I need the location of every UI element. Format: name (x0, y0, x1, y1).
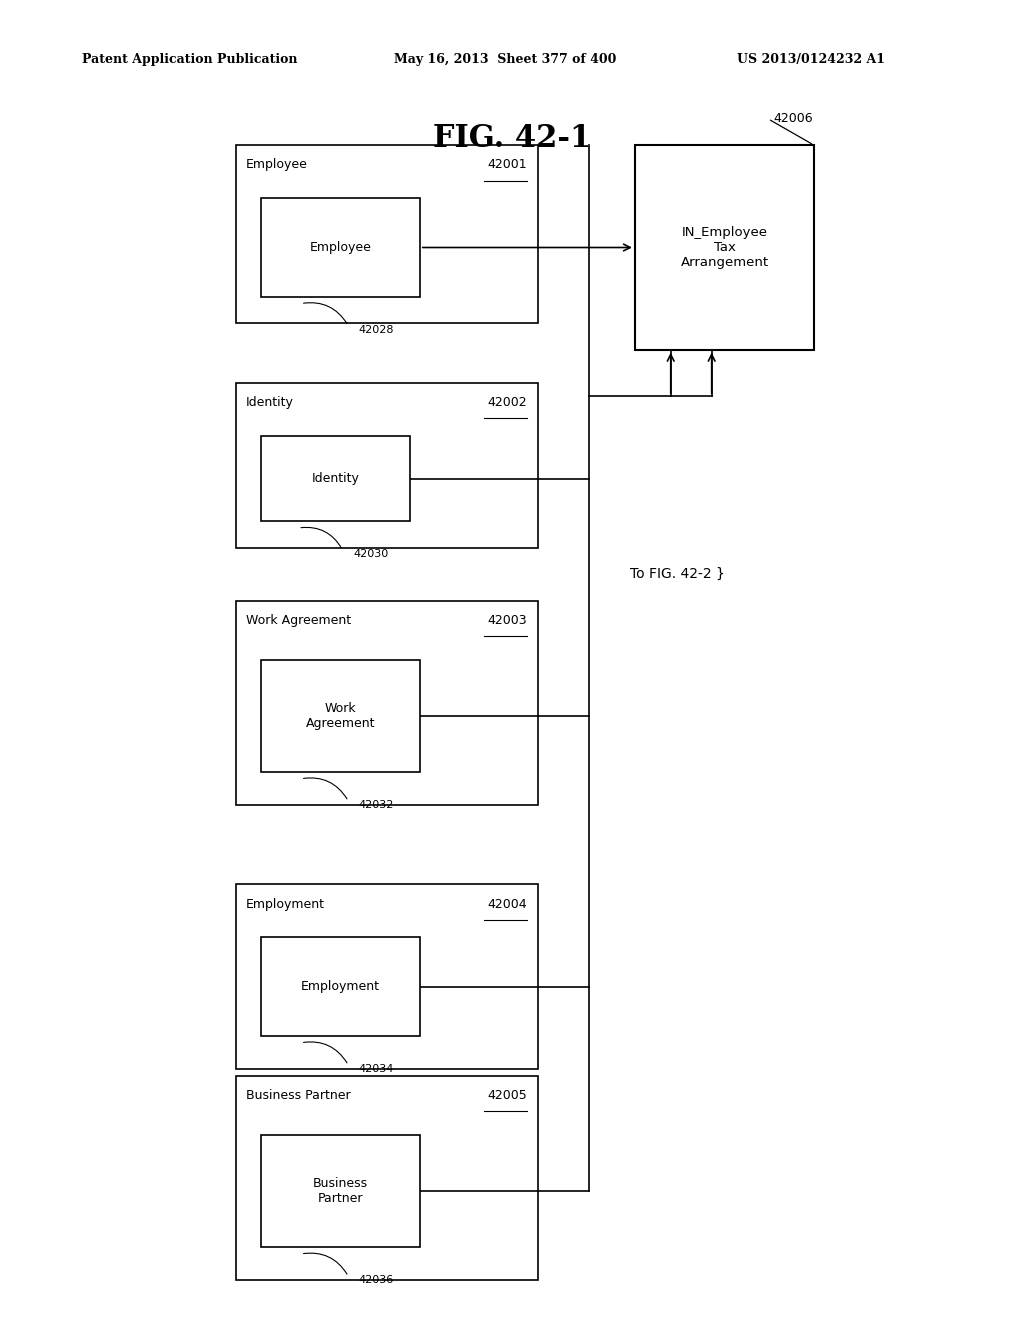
Text: Identity: Identity (246, 396, 294, 409)
Text: 42032: 42032 (358, 800, 394, 810)
Text: 42002: 42002 (487, 396, 527, 409)
Text: Employment: Employment (246, 898, 325, 911)
Text: Employee: Employee (246, 158, 307, 172)
Bar (261, 937, 420, 1036)
Text: 42004: 42004 (487, 898, 527, 911)
Text: Employment: Employment (301, 981, 380, 993)
Bar (261, 436, 410, 521)
Text: 42034: 42034 (358, 1064, 394, 1074)
Bar (236, 1076, 538, 1280)
Text: 42006: 42006 (773, 112, 813, 125)
Text: 42001: 42001 (487, 158, 527, 172)
Bar (261, 1135, 420, 1247)
Text: 42005: 42005 (487, 1089, 527, 1102)
Bar (236, 601, 538, 805)
Text: To FIG. 42-2 }: To FIG. 42-2 } (630, 568, 725, 581)
Bar (635, 145, 814, 350)
Text: Work Agreement: Work Agreement (246, 614, 351, 627)
Text: Business
Partner: Business Partner (313, 1177, 368, 1205)
Text: US 2013/0124232 A1: US 2013/0124232 A1 (737, 53, 886, 66)
Text: May 16, 2013  Sheet 377 of 400: May 16, 2013 Sheet 377 of 400 (394, 53, 616, 66)
Bar (261, 198, 420, 297)
Text: Work
Agreement: Work Agreement (306, 702, 375, 730)
Bar (236, 383, 538, 548)
Text: Employee: Employee (309, 242, 372, 253)
Bar (261, 660, 420, 772)
Text: Patent Application Publication: Patent Application Publication (82, 53, 297, 66)
Text: IN_Employee
Tax
Arrangement: IN_Employee Tax Arrangement (680, 226, 769, 269)
Bar (236, 884, 538, 1069)
Text: Business Partner: Business Partner (246, 1089, 350, 1102)
Text: Identity: Identity (311, 473, 359, 484)
Text: 42028: 42028 (358, 325, 394, 335)
Text: 42036: 42036 (358, 1275, 394, 1286)
Text: FIG. 42-1: FIG. 42-1 (433, 123, 591, 154)
Text: 42003: 42003 (487, 614, 527, 627)
Bar (236, 145, 538, 323)
Text: 42030: 42030 (353, 549, 388, 560)
